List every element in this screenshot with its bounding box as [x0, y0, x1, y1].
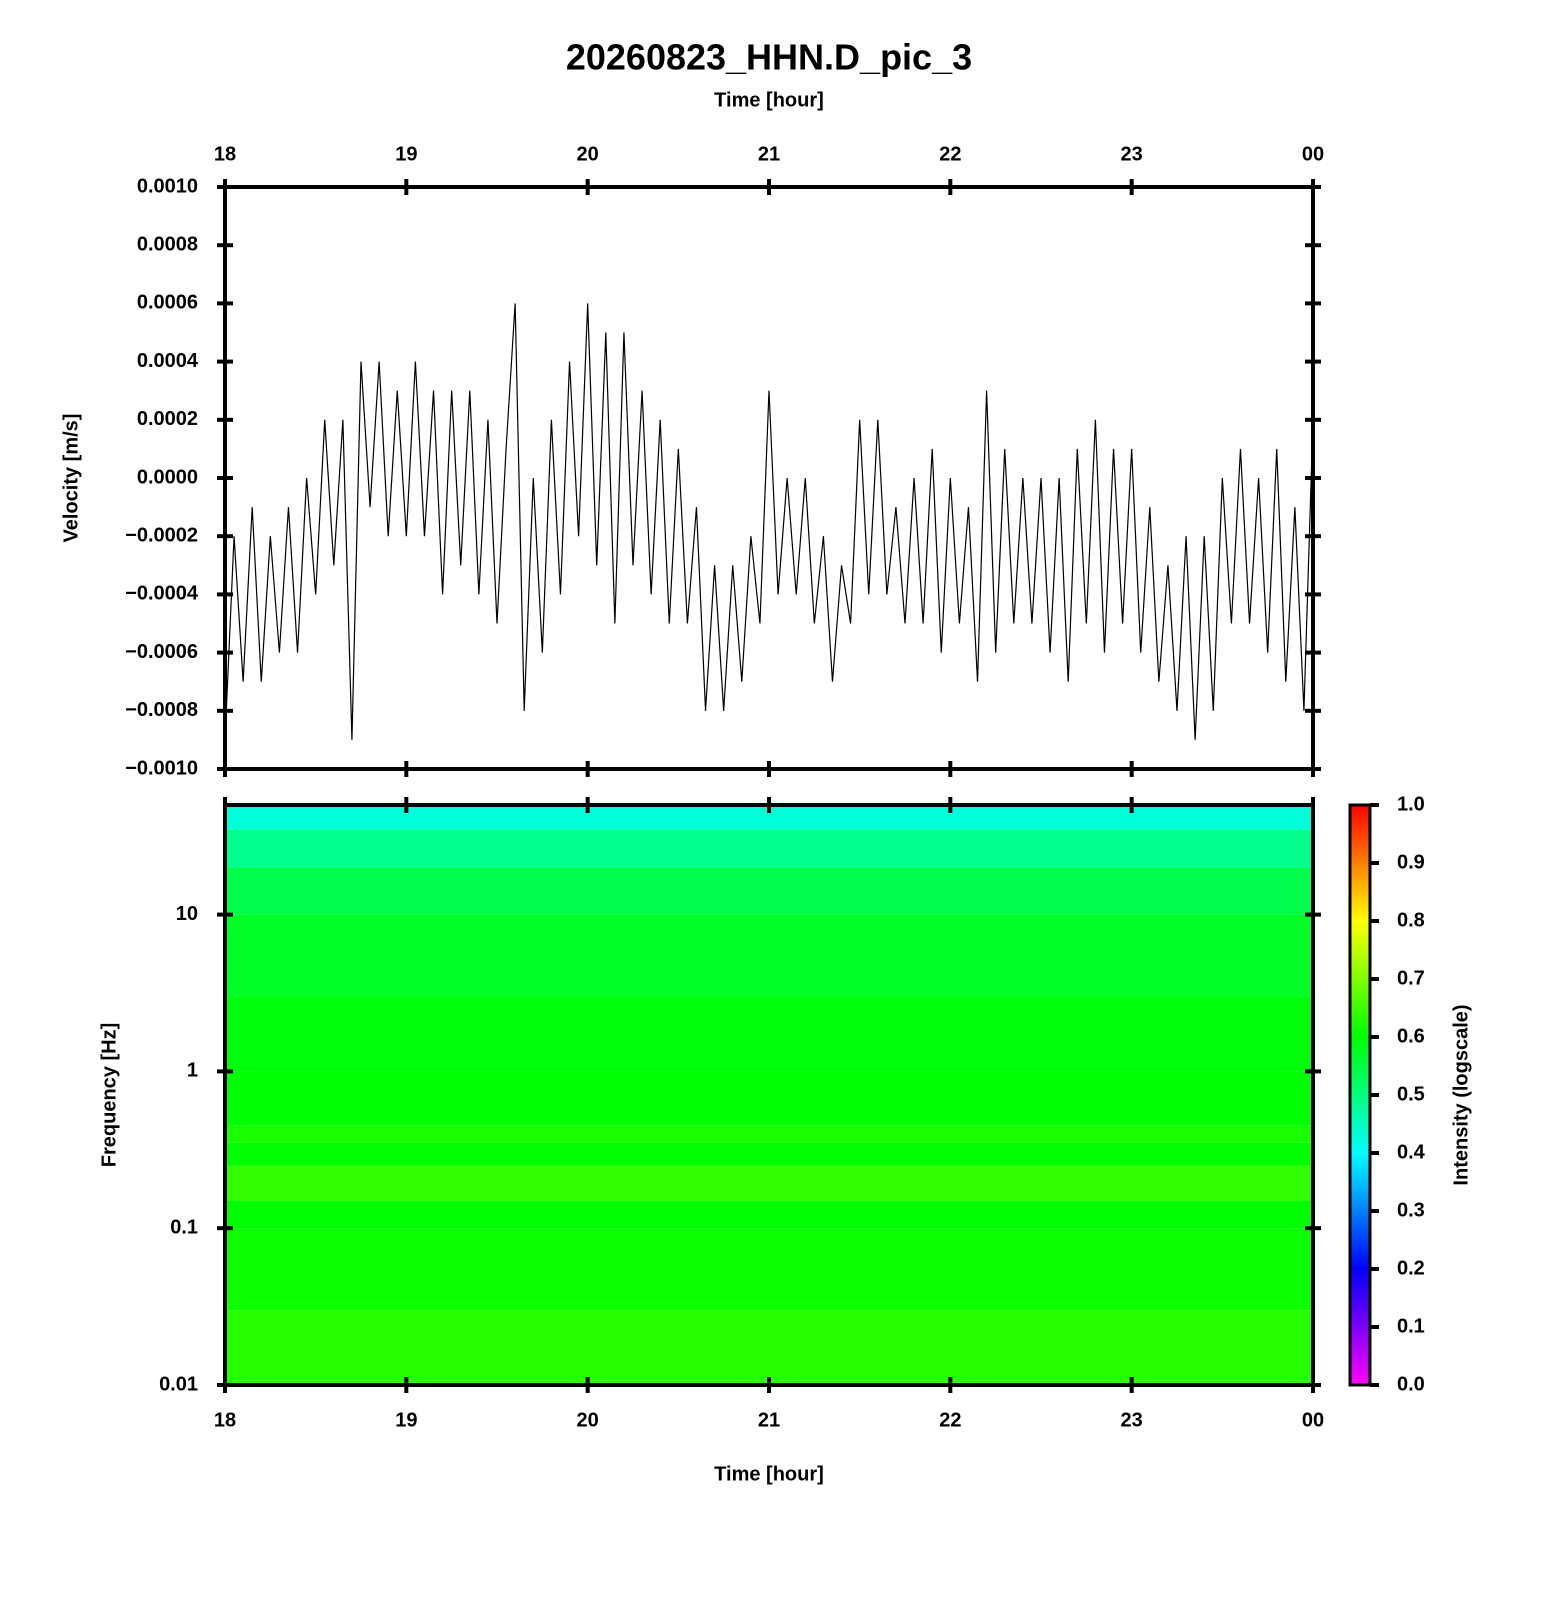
y-tick-label: 0.0008	[137, 233, 198, 255]
spectrogram-band	[225, 1310, 1313, 1385]
y-tick-label: 0.0010	[137, 175, 198, 197]
spectrogram-band	[225, 829, 1313, 868]
x-tick-label: 19	[395, 1409, 417, 1431]
colorbar	[1348, 803, 1372, 1387]
y-tick-label: 1	[187, 1060, 198, 1082]
y-tick-label: 0.0006	[137, 292, 198, 314]
spectrogram-band	[225, 1228, 1313, 1311]
x-tick-label: 21	[758, 143, 780, 165]
spectrogram-band	[225, 1125, 1313, 1143]
x-tick-label: 22	[939, 1409, 961, 1431]
spectrogram-band	[225, 867, 1313, 915]
colorbar-tick-label: 1.0	[1397, 793, 1425, 815]
colorbar-tick-label: 0.6	[1397, 1025, 1425, 1047]
colorbar-tick-label: 0.8	[1397, 909, 1425, 931]
y-tick-label: −0.0010	[125, 757, 198, 779]
x-tick-label: 18	[214, 143, 236, 165]
spectrogram-band	[225, 914, 1313, 997]
y-axis-label: Frequency [Hz]	[98, 1023, 120, 1167]
plot-frame	[223, 185, 1315, 771]
y-tick-label: 10	[176, 903, 198, 925]
x-axis-label: Time [hour]	[714, 1463, 824, 1485]
x-tick-label: 18	[214, 1409, 236, 1431]
y-axis-label: Velocity [m/s]	[60, 414, 82, 543]
x-axis-label: Time [hour]	[714, 89, 824, 111]
x-tick-label: 23	[1121, 143, 1143, 165]
y-tick-label: 0.01	[159, 1373, 198, 1395]
y-tick-label: 0.0002	[137, 408, 198, 430]
y-tick-label: 0.0000	[137, 466, 198, 488]
y-tick-label: −0.0002	[125, 524, 198, 546]
x-tick-label: 20	[577, 1409, 599, 1431]
spectrogram-band	[225, 1142, 1313, 1166]
y-tick-label: 0.0004	[137, 350, 199, 372]
x-tick-label: 22	[939, 143, 961, 165]
colorbar-label: Intensity (logscale)	[1450, 1004, 1472, 1185]
colorbar-tick-label: 0.4	[1397, 1141, 1426, 1163]
x-tick-label: 00	[1302, 143, 1324, 165]
x-tick-label: 20	[577, 143, 599, 165]
y-tick-label: −0.0004	[125, 583, 199, 605]
x-tick-label: 23	[1121, 1409, 1143, 1431]
spectrogram-band	[225, 996, 1313, 1072]
colorbar-tick-label: 0.2	[1397, 1257, 1425, 1279]
colorbar-tick-label: 0.9	[1397, 851, 1425, 873]
y-tick-label: −0.0008	[125, 699, 198, 721]
colorbar-tick-label: 0.5	[1397, 1083, 1425, 1105]
colorbar-tick-label: 0.1	[1397, 1315, 1425, 1337]
x-tick-label: 21	[758, 1409, 780, 1431]
spectrogram-band	[225, 1071, 1313, 1126]
colorbar-tick-label: 0.0	[1397, 1373, 1425, 1395]
y-tick-label: 0.1	[170, 1216, 198, 1238]
chart-title: 20260823_HHN.D_pic_3	[566, 37, 972, 78]
x-tick-label: 19	[395, 143, 417, 165]
spectrogram-band	[225, 1165, 1313, 1201]
waveform	[224, 303, 1314, 740]
x-tick-label: 00	[1302, 1409, 1324, 1431]
colorbar-tick-label: 0.3	[1397, 1199, 1425, 1221]
y-tick-label: −0.0006	[125, 641, 198, 663]
spectrogram-band	[225, 1200, 1313, 1229]
colorbar-tick-label: 0.7	[1397, 967, 1425, 989]
